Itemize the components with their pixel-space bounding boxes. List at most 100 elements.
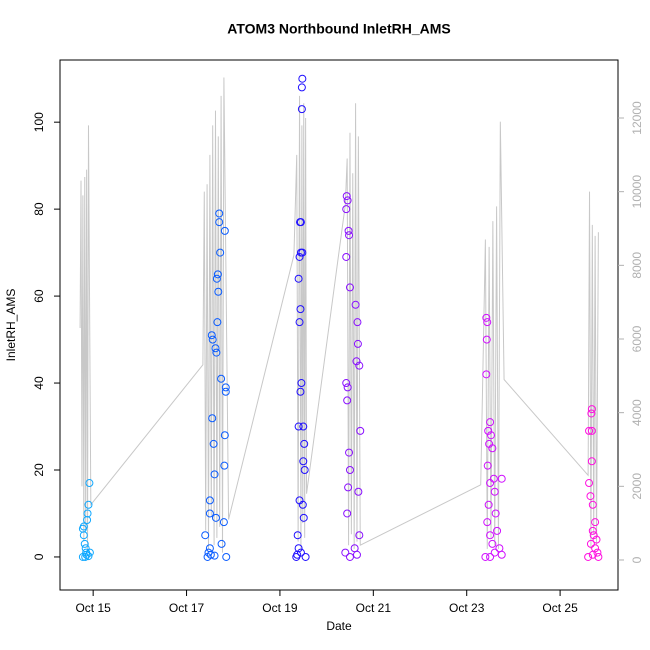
- point: [482, 313, 491, 322]
- point: [586, 539, 595, 548]
- point: [486, 531, 495, 540]
- point: [497, 474, 506, 483]
- point: [588, 550, 597, 559]
- point: [212, 274, 221, 283]
- point: [296, 218, 305, 227]
- point: [592, 535, 601, 544]
- point: [343, 383, 352, 392]
- point: [482, 370, 491, 379]
- point: [345, 283, 354, 292]
- point: [213, 270, 222, 279]
- point: [83, 516, 92, 524]
- point: [296, 548, 305, 557]
- x-tick-label: Oct 17: [169, 601, 205, 615]
- point: [220, 226, 229, 235]
- x-tick-label: Oct 21: [356, 601, 392, 615]
- point: [220, 431, 229, 440]
- point: [351, 300, 360, 309]
- point: [344, 483, 353, 492]
- point: [215, 218, 224, 227]
- y-axis-label: InletRH_AMS: [4, 289, 18, 362]
- point: [355, 361, 364, 370]
- point: [84, 552, 93, 561]
- point: [205, 544, 214, 553]
- point: [486, 552, 495, 561]
- point: [355, 531, 364, 540]
- point: [342, 252, 351, 261]
- point: [85, 479, 94, 488]
- point: [342, 192, 351, 201]
- point: [484, 426, 493, 435]
- point: [486, 479, 495, 488]
- point: [212, 348, 221, 357]
- point: [481, 552, 490, 561]
- point: [352, 550, 361, 559]
- point: [584, 552, 593, 561]
- point: [353, 318, 362, 327]
- y-tick-label: 40: [32, 376, 46, 390]
- point: [298, 248, 307, 257]
- point: [205, 509, 214, 518]
- point: [213, 318, 222, 327]
- point: [296, 387, 305, 396]
- point: [294, 274, 303, 283]
- point: [297, 83, 306, 92]
- point: [593, 548, 602, 557]
- point: [343, 509, 352, 518]
- point: [220, 461, 229, 470]
- point: [586, 492, 595, 501]
- y-tick-label: 20: [32, 463, 46, 477]
- point: [78, 552, 87, 561]
- x-tick-label: Oct 23: [449, 601, 485, 615]
- point: [210, 551, 219, 560]
- point: [295, 252, 304, 261]
- point: [79, 522, 88, 531]
- point: [344, 226, 353, 235]
- point: [295, 318, 304, 327]
- point: [294, 544, 303, 553]
- point: [209, 439, 218, 448]
- point: [210, 470, 219, 479]
- point: [490, 487, 499, 496]
- point: [587, 409, 596, 418]
- point: [299, 422, 308, 431]
- plot-frame: [59, 59, 619, 591]
- point: [297, 105, 306, 114]
- point: [587, 405, 596, 414]
- y2-tick-label: 6000: [630, 325, 644, 352]
- point: [342, 205, 351, 214]
- y2-tick-label: 2000: [630, 473, 644, 500]
- point: [214, 287, 223, 296]
- point: [490, 548, 499, 557]
- point: [215, 209, 224, 218]
- point: [483, 518, 492, 527]
- point: [342, 379, 351, 388]
- point: [497, 550, 506, 559]
- point: [301, 552, 310, 561]
- x-axis-label: Date: [326, 619, 352, 633]
- y2-tick-label: 8000: [630, 252, 644, 279]
- point: [356, 426, 365, 435]
- point: [297, 379, 306, 388]
- point: [219, 518, 228, 527]
- point: [591, 518, 600, 527]
- point: [493, 526, 502, 535]
- point: [354, 487, 363, 496]
- y2-tick-label: 12000: [630, 101, 644, 135]
- point: [345, 231, 354, 240]
- point: [345, 552, 354, 561]
- point: [299, 457, 308, 466]
- point: [296, 305, 305, 314]
- y-tick-label: 0: [32, 553, 46, 560]
- point: [211, 344, 220, 353]
- point: [300, 466, 309, 474]
- point: [298, 500, 307, 509]
- point: [587, 457, 596, 466]
- point: [488, 444, 497, 453]
- point: [588, 526, 597, 535]
- point: [208, 335, 217, 344]
- point: [221, 387, 230, 396]
- point: [345, 466, 354, 474]
- point: [585, 479, 594, 488]
